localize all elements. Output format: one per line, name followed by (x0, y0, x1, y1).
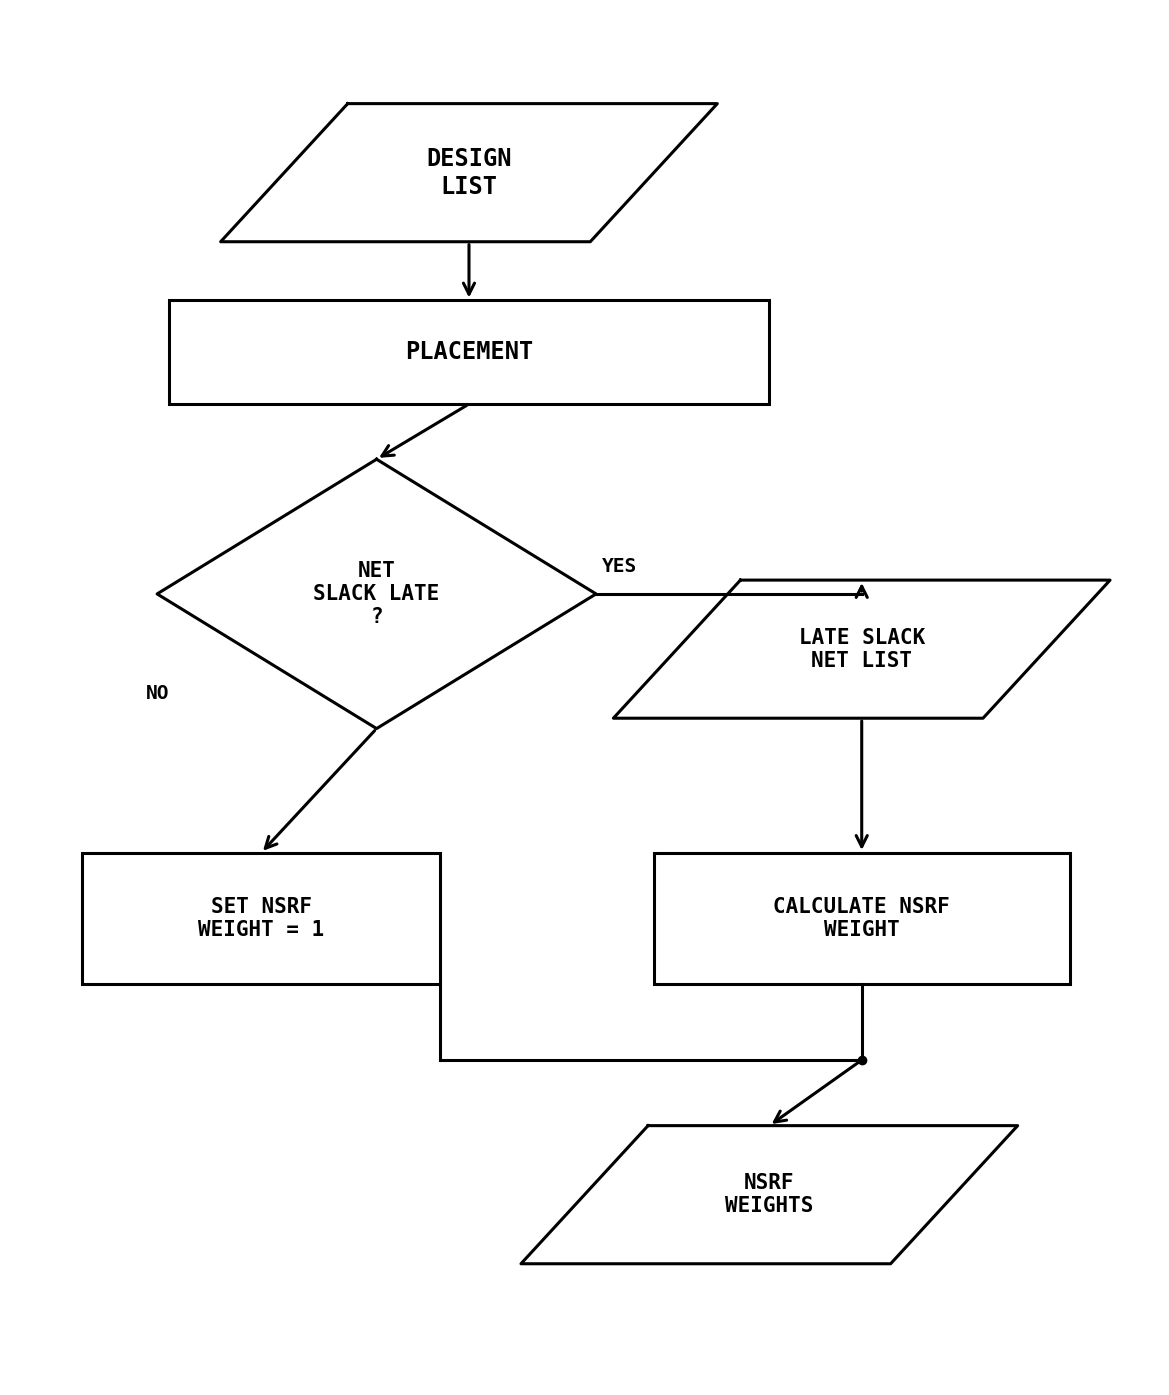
Bar (82, 852, 440, 983)
Polygon shape (521, 1126, 1018, 1264)
Text: NET
SLACK LATE
?: NET SLACK LATE ? (313, 561, 440, 628)
Text: PLACEMENT: PLACEMENT (404, 340, 533, 364)
Text: DESIGN
LIST: DESIGN LIST (427, 146, 512, 198)
Polygon shape (614, 580, 1111, 718)
Text: SET NSRF
WEIGHT = 1: SET NSRF WEIGHT = 1 (198, 897, 324, 940)
Text: LATE SLACK
NET LIST: LATE SLACK NET LIST (798, 628, 925, 671)
Bar (653, 852, 1070, 983)
Text: YES: YES (602, 557, 637, 576)
Bar (168, 300, 769, 405)
Text: NSRF
WEIGHTS: NSRF WEIGHTS (725, 1173, 814, 1216)
Polygon shape (157, 459, 596, 728)
Text: NO: NO (146, 684, 170, 703)
Polygon shape (221, 103, 718, 241)
Text: CALCULATE NSRF
WEIGHT: CALCULATE NSRF WEIGHT (774, 897, 950, 940)
